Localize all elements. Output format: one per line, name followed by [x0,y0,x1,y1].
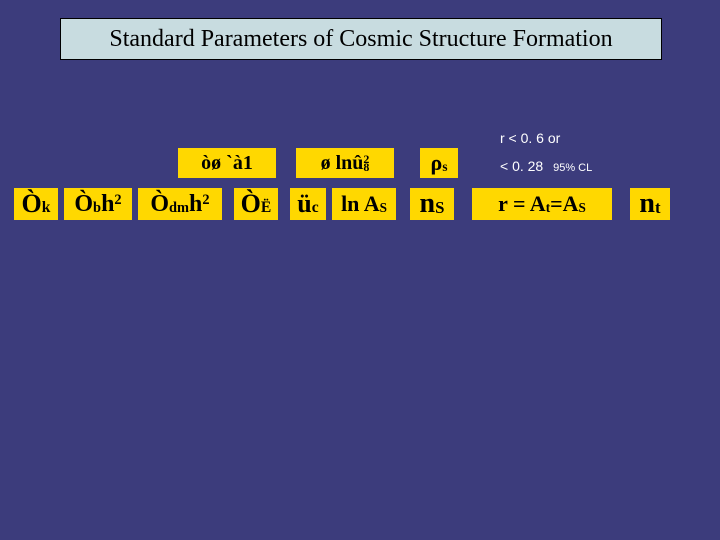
param-tau-c-a: ü [297,189,311,219]
param-omega-dmh2-a: Ò [150,191,169,218]
param-omega-bh2-sup: 2 [114,192,121,209]
param-omega-bh2-h: h [101,191,114,218]
param-ns-sub: S [435,198,444,218]
param-ln-as-a: ln A [341,191,380,217]
param-ln-as-sub: S [380,200,387,216]
param-omega-dmh2-h: h [189,191,202,218]
param-r-sub1: t [546,200,550,216]
param-omega-bh2: Òbh2 [64,188,132,220]
param-omega-dmh2-sup: 2 [202,192,209,209]
param-ns: nS [410,188,454,220]
param-nt-a: n [639,188,655,220]
param-r-sub2: S [579,200,586,216]
param-nt: nt [630,188,670,220]
param-r-mid: =A [550,191,578,217]
annot-028: < 0. 28 95% CL [500,158,592,174]
param-omega-k-sub: k [42,199,51,217]
param-omega-lambda: ÒË [234,188,278,220]
annot-r06: r < 0. 6 or [500,130,560,146]
param-tau-c-sub: c [312,199,319,217]
title-text: Standard Parameters of Cosmic Structure … [109,26,612,53]
annot-r06-text: r < 0. 6 or [500,130,560,146]
param-omega-dmh2: Òdmh2 [138,188,222,220]
annot-028-a: < 0. 28 [500,158,543,174]
param-omega-bh2-a: Ò [74,191,93,218]
param-omega-lambda-a: Ò [241,189,261,219]
param-ln-as: ln AS [332,188,396,220]
param-top-2-sub: 8 [363,160,369,175]
param-top-2: ø lnû28 [296,148,394,178]
param-top-2-main: ø lnû [321,152,364,175]
param-r-atag: r = At=AS [472,188,612,220]
param-top-3: ρs [420,148,458,178]
annot-028-b: 95% CL [553,162,592,174]
param-omega-k-main: Ò [22,189,42,219]
param-top-1: òø `à1 [178,148,276,178]
param-omega-dmh2-sub: dm [169,200,189,217]
param-r-a: r = A [498,191,546,217]
param-omega-bh2-sub: b [93,200,101,217]
param-ns-a: n [420,188,436,220]
param-top-1-main: òø `à1 [201,152,253,175]
param-omega-k: Òk [14,188,58,220]
param-top-3-sub: s [442,159,447,175]
param-tau-c: üc [290,188,326,220]
param-nt-sub: t [655,198,661,218]
param-top-3-main: ρ [431,150,443,176]
title-box: Standard Parameters of Cosmic Structure … [60,18,662,60]
param-omega-lambda-sub: Ë [261,199,271,217]
